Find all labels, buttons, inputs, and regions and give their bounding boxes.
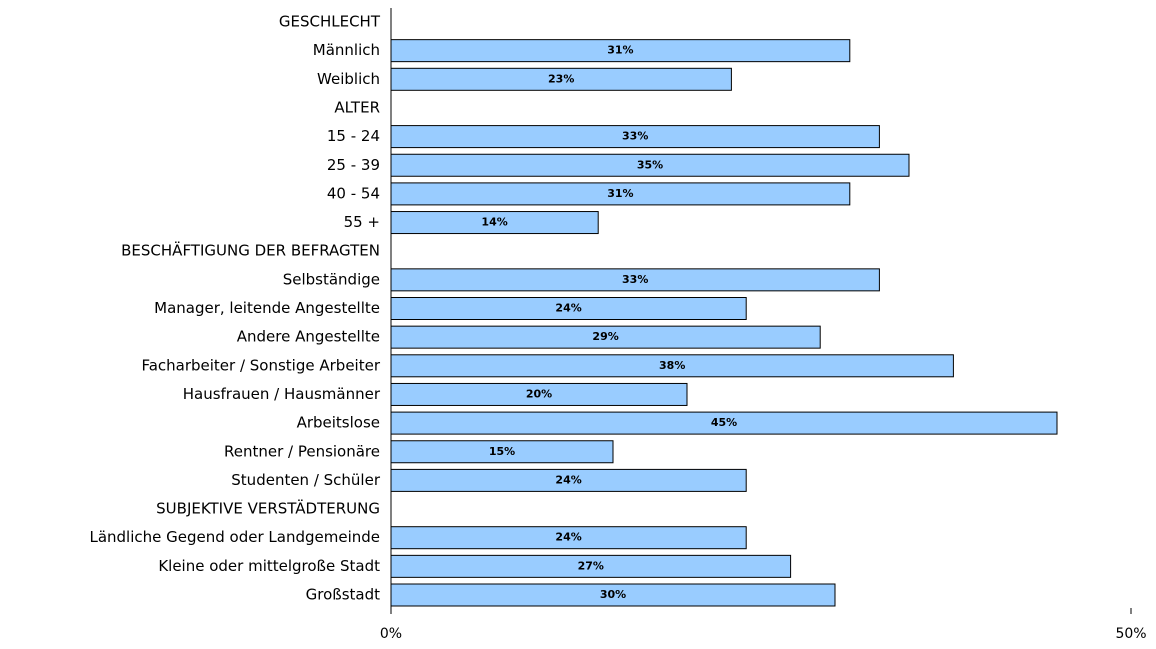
value-label: 24% (555, 302, 581, 315)
bar (390, 382, 688, 406)
bar (390, 268, 880, 292)
category-label: Großstadt (306, 586, 380, 604)
bar (390, 325, 821, 349)
category-label: Andere Angestellte (237, 328, 380, 346)
value-label: 15% (489, 445, 515, 458)
x-tick-label: 50% (1115, 626, 1146, 642)
category-label: 25 - 39 (327, 156, 380, 174)
value-label: 14% (481, 216, 507, 229)
x-tick-label: 0% (380, 626, 402, 642)
bar (390, 468, 747, 492)
category-label: Ländliche Gegend oder Landgemeinde (89, 528, 380, 546)
value-label: 24% (555, 473, 581, 486)
value-label: 35% (637, 158, 663, 171)
category-label: Studenten / Schüler (231, 471, 381, 489)
value-label: 31% (607, 187, 633, 200)
value-label: 27% (578, 559, 604, 572)
category-label: 40 - 54 (327, 184, 380, 202)
bar (390, 39, 851, 63)
value-label: 45% (711, 416, 737, 429)
bar (390, 526, 747, 550)
bar (390, 583, 836, 607)
category-label: 15 - 24 (327, 127, 380, 145)
category-label: BESCHÄFTIGUNG DER BEFRAGTEN (121, 241, 380, 260)
value-label: 33% (622, 130, 648, 143)
category-label: Weiblich (317, 70, 380, 88)
bar (390, 411, 1058, 435)
value-label: 20% (526, 387, 552, 400)
bar (390, 297, 747, 320)
bar (390, 153, 910, 177)
bar (390, 125, 880, 149)
category-label: Rentner / Pensionäre (224, 442, 380, 460)
category-label: Männlich (313, 41, 380, 59)
value-label: 29% (592, 330, 618, 343)
bar (390, 554, 792, 578)
value-label: 31% (607, 44, 633, 57)
bar (390, 354, 954, 378)
bar (390, 440, 614, 464)
value-label: 38% (659, 359, 685, 372)
value-label: 24% (555, 531, 581, 544)
category-label: Hausfrauen / Hausmänner (183, 385, 381, 403)
category-label: Manager, leitende Angestellte (154, 299, 380, 317)
value-label: 23% (548, 72, 574, 85)
value-label: 33% (622, 273, 648, 286)
category-label: Kleine oder mittelgroße Stadt (158, 557, 380, 575)
category-label: SUBJEKTIVE VERSTÄDTERUNG (156, 499, 380, 518)
bar (390, 67, 732, 91)
bar (390, 211, 599, 235)
category-label: Selbständige (283, 270, 380, 288)
value-label: 30% (600, 588, 626, 601)
bar (390, 182, 851, 206)
category-label: Facharbeiter / Sonstige Arbeiter (141, 356, 380, 374)
category-label: GESCHLECHT (279, 13, 381, 31)
category-label: ALTER (334, 98, 380, 116)
category-label: Arbeitslose (297, 414, 380, 432)
category-label: 55 + (344, 213, 380, 231)
